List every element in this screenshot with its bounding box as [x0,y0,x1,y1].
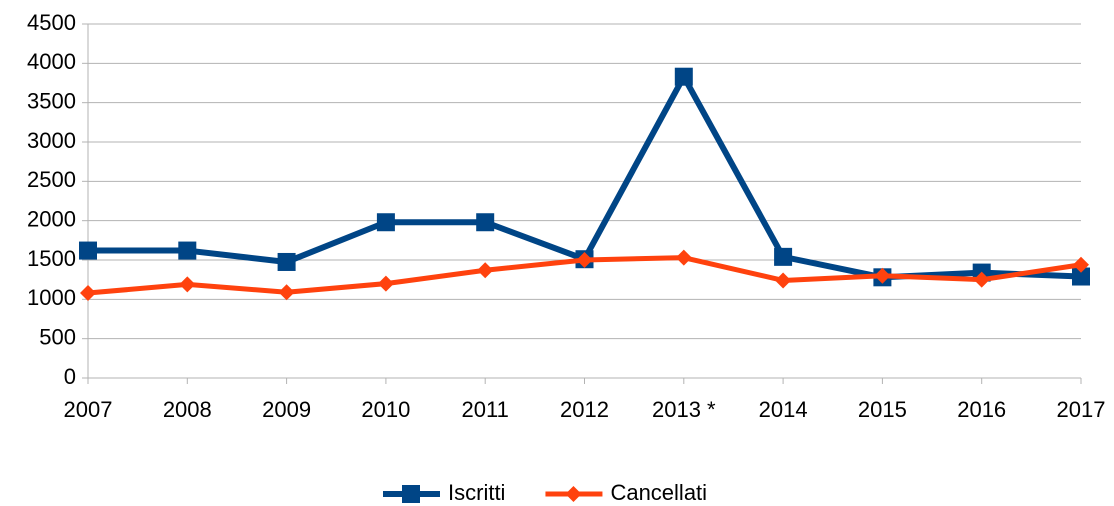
y-tick-label: 1000 [27,285,76,310]
marker [674,67,693,86]
marker [1072,267,1090,286]
y-tick-label: 4500 [27,10,76,35]
marker [178,241,197,260]
marker [402,485,420,503]
marker [565,486,582,502]
marker [179,276,196,293]
y-tick-label: 500 [39,324,76,349]
x-tick-label: 2016 [957,397,1006,422]
marker [775,272,792,289]
y-tick-label: 3500 [27,88,76,113]
marker [576,252,593,268]
y-tick-label: 3000 [27,128,76,153]
x-tick-label: 2008 [163,397,212,422]
x-tick-label: 2013 * [652,397,716,422]
legend-label: Iscritti [448,480,505,505]
marker [376,213,395,232]
marker [277,252,296,271]
marker [79,241,97,260]
series-line [88,73,1082,281]
legend-label: Cancellati [610,480,707,505]
marker [874,267,891,284]
marker [774,247,793,266]
y-tick-label: 2000 [27,206,76,231]
y-tick-label: 0 [64,364,76,389]
marker [1073,256,1089,273]
marker [476,213,495,232]
y-tick-label: 1500 [27,246,76,271]
x-tick-label: 2007 [64,397,113,422]
x-tick-label: 2011 [462,397,509,422]
y-tick-label: 4000 [27,49,76,74]
marker [377,275,394,292]
x-tick-label: 2012 [560,397,609,422]
x-tick-label: 2014 [759,397,808,422]
x-tick-label: 2015 [858,397,907,422]
marker [278,284,295,301]
x-tick-label: 2017 [1057,397,1106,422]
marker [477,262,494,279]
marker [80,285,96,302]
y-tick-label: 2500 [27,167,76,192]
x-tick-label: 2010 [361,397,410,422]
x-tick-label: 2009 [262,397,311,422]
marker [675,249,692,266]
marker [973,271,990,288]
